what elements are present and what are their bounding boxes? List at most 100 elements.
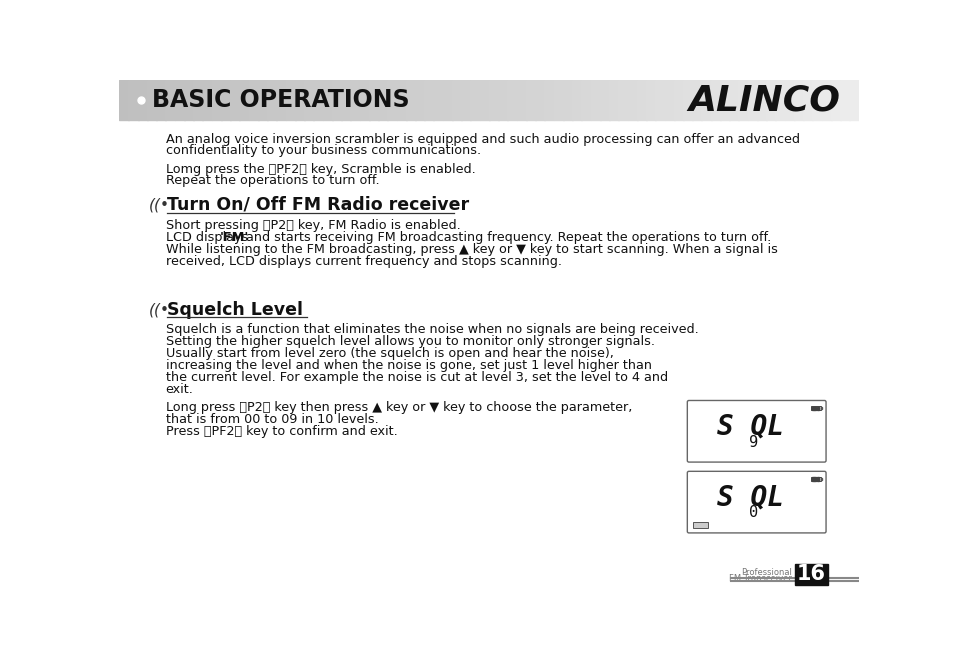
Bar xyxy=(811,478,813,480)
Bar xyxy=(572,80,581,120)
Bar xyxy=(793,80,803,120)
Text: Press 《PF2》 key to confirm and exit.: Press 《PF2》 key to confirm and exit. xyxy=(166,425,397,438)
Text: LCD displays: LCD displays xyxy=(166,230,252,244)
Bar xyxy=(700,80,711,120)
Bar xyxy=(230,80,240,120)
Bar xyxy=(174,80,185,120)
Bar xyxy=(817,407,819,409)
Bar xyxy=(322,80,333,120)
Bar xyxy=(765,80,776,120)
Bar xyxy=(488,80,498,120)
Bar xyxy=(692,522,707,528)
Text: Squelch is a function that eliminates the noise when no signals are being receiv: Squelch is a function that eliminates th… xyxy=(166,323,698,337)
Bar xyxy=(810,406,820,411)
Bar xyxy=(817,478,819,480)
Bar xyxy=(479,80,489,120)
Text: S QL: S QL xyxy=(716,484,782,512)
Bar xyxy=(387,80,396,120)
Bar xyxy=(359,80,369,120)
Bar xyxy=(599,80,609,120)
Bar xyxy=(470,80,480,120)
Bar xyxy=(221,80,231,120)
Text: Professional: Professional xyxy=(740,568,791,576)
Bar xyxy=(369,80,378,120)
Bar xyxy=(608,80,618,120)
Text: 'FM': 'FM' xyxy=(220,230,249,244)
Text: BASIC OPERATIONS: BASIC OPERATIONS xyxy=(152,88,409,112)
Text: Repeat the operations to turn off.: Repeat the operations to turn off. xyxy=(166,174,379,188)
Bar xyxy=(267,80,276,120)
Bar xyxy=(137,80,148,120)
Bar xyxy=(377,80,388,120)
Bar xyxy=(525,80,536,120)
Bar xyxy=(637,80,646,120)
Bar xyxy=(720,80,729,120)
Bar xyxy=(442,80,453,120)
Bar xyxy=(544,80,554,120)
Bar xyxy=(553,80,563,120)
Bar xyxy=(747,80,757,120)
Text: and starts receiving FM broadcasting frequency. Repeat the operations to turn of: and starts receiving FM broadcasting fre… xyxy=(241,230,770,244)
Bar xyxy=(350,80,360,120)
Text: ALINCO: ALINCO xyxy=(687,84,840,117)
Bar xyxy=(756,80,766,120)
Bar xyxy=(562,80,572,120)
Bar xyxy=(405,80,416,120)
Bar xyxy=(738,80,748,120)
Bar xyxy=(830,80,840,120)
Text: An analog voice inversion scrambler is equipped and such audio processing can of: An analog voice inversion scrambler is e… xyxy=(166,132,799,146)
Text: ((•: ((• xyxy=(149,302,170,317)
Bar xyxy=(535,80,544,120)
Bar xyxy=(820,407,821,409)
Text: that is from 00 to 09 in 10 levels.: that is from 00 to 09 in 10 levels. xyxy=(166,413,378,426)
Bar xyxy=(618,80,628,120)
Bar xyxy=(341,80,351,120)
Bar xyxy=(129,80,138,120)
Bar xyxy=(811,407,813,409)
Bar xyxy=(294,80,305,120)
Bar xyxy=(184,80,193,120)
Bar xyxy=(249,80,258,120)
Bar xyxy=(775,80,784,120)
Bar xyxy=(840,80,849,120)
Bar xyxy=(165,80,175,120)
Text: S QL: S QL xyxy=(716,413,782,441)
Text: exit.: exit. xyxy=(166,383,193,396)
Bar xyxy=(814,478,816,480)
Bar xyxy=(783,80,794,120)
Bar xyxy=(497,80,508,120)
Text: Turn On/ Off FM Radio receiver: Turn On/ Off FM Radio receiver xyxy=(167,196,469,214)
FancyBboxPatch shape xyxy=(686,472,825,533)
Bar xyxy=(276,80,286,120)
Bar xyxy=(710,80,720,120)
Bar xyxy=(802,80,812,120)
Text: Usually start from level zero (the squelch is open and hear the noise),: Usually start from level zero (the squel… xyxy=(166,347,613,360)
Bar xyxy=(821,80,831,120)
Text: 9: 9 xyxy=(749,435,758,450)
Bar xyxy=(239,80,249,120)
Bar xyxy=(664,80,674,120)
Bar xyxy=(156,80,166,120)
Bar xyxy=(193,80,203,120)
Text: confidentiality to your business communications.: confidentiality to your business communi… xyxy=(166,144,480,158)
Bar xyxy=(848,80,859,120)
Bar xyxy=(452,80,461,120)
Bar xyxy=(257,80,268,120)
Bar xyxy=(313,80,323,120)
Bar xyxy=(627,80,637,120)
Bar xyxy=(517,80,526,120)
Bar xyxy=(810,477,820,482)
Bar xyxy=(645,80,656,120)
Text: increasing the level and when the noise is gone, set just 1 level higher than: increasing the level and when the noise … xyxy=(166,359,651,372)
Bar xyxy=(332,80,341,120)
Bar xyxy=(812,80,821,120)
Text: received, LCD displays current frequency and stops scanning.: received, LCD displays current frequency… xyxy=(166,255,561,268)
Text: 16: 16 xyxy=(796,564,825,584)
Bar xyxy=(424,80,434,120)
Bar xyxy=(794,564,827,584)
Bar xyxy=(728,80,739,120)
Bar xyxy=(814,407,816,409)
Text: 0: 0 xyxy=(749,506,758,520)
Bar xyxy=(285,80,295,120)
Bar xyxy=(119,80,129,120)
